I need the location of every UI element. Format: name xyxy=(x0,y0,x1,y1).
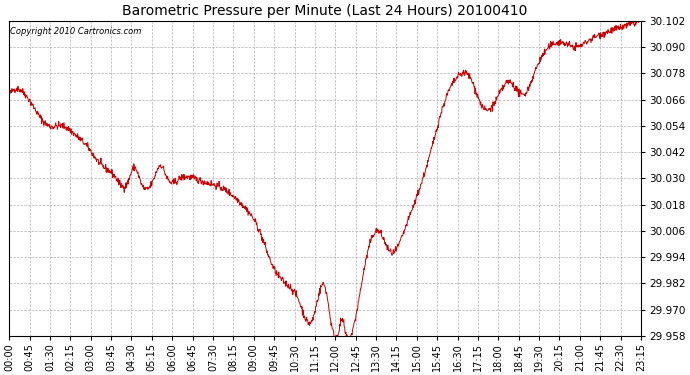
Title: Barometric Pressure per Minute (Last 24 Hours) 20100410: Barometric Pressure per Minute (Last 24 … xyxy=(122,4,528,18)
Text: Copyright 2010 Cartronics.com: Copyright 2010 Cartronics.com xyxy=(10,27,142,36)
